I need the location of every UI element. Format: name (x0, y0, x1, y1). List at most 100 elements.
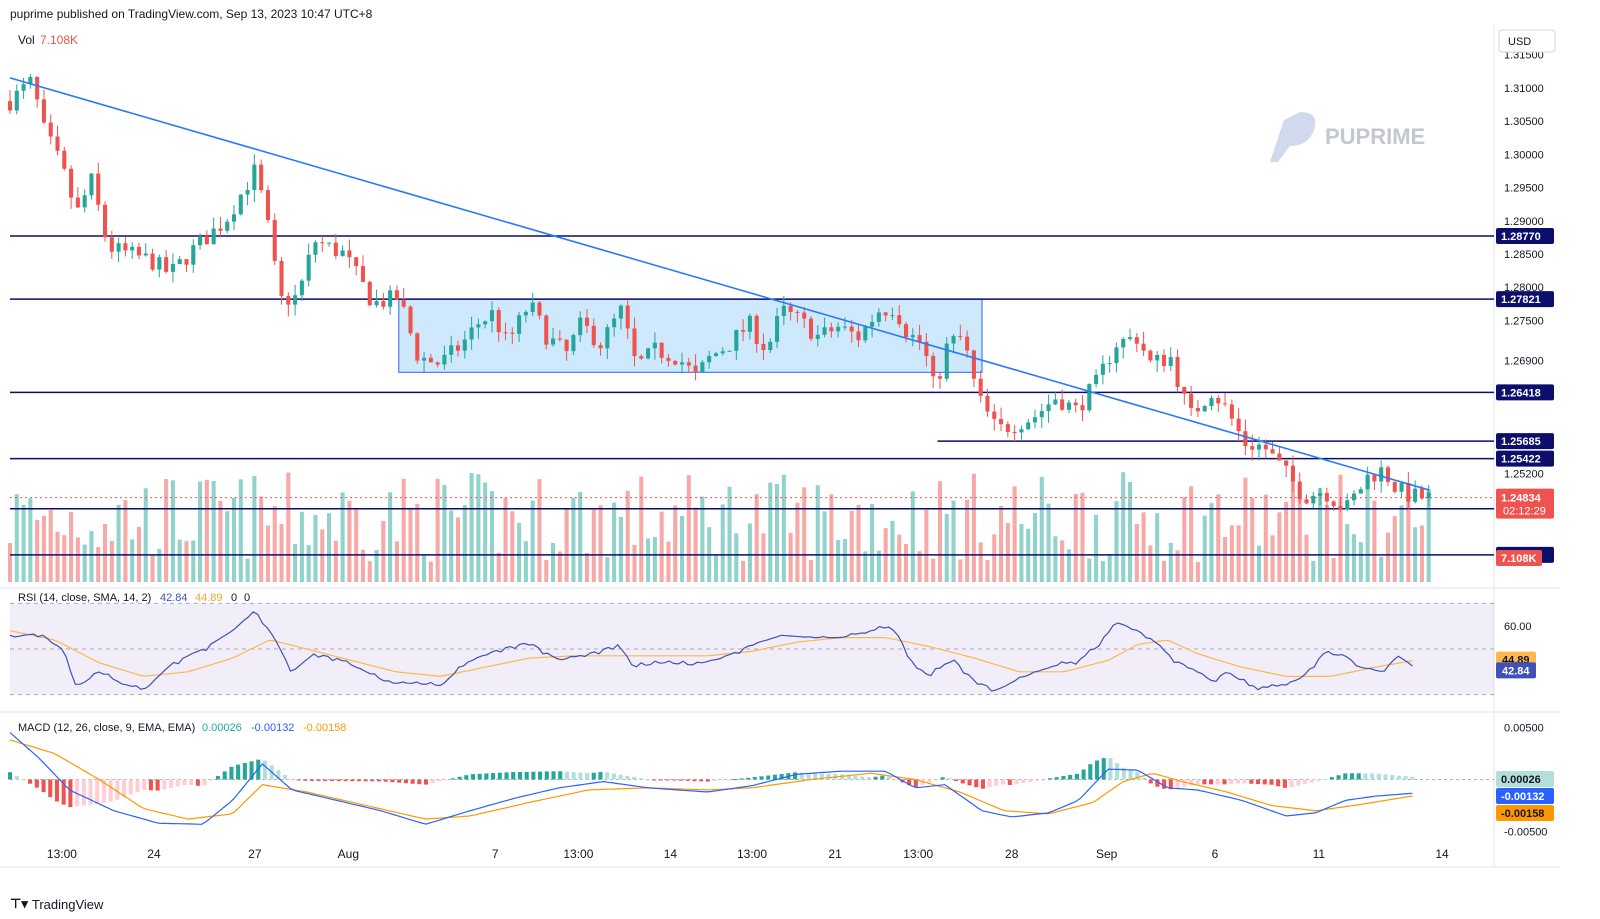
macd-histogram-bar (397, 779, 402, 783)
macd-histogram-bar (1302, 779, 1308, 785)
candle-body (299, 280, 304, 296)
volume-bar (1358, 542, 1363, 582)
volume-bar (1053, 536, 1058, 582)
candle-body (394, 290, 399, 300)
macd-histogram-bar (987, 779, 992, 788)
current-price-badge (1496, 488, 1554, 519)
macd-histogram-bar (725, 779, 731, 781)
volume-bar (130, 539, 135, 582)
candle-body (781, 305, 786, 317)
bar-countdown-label: 02:12:29 (1503, 506, 1546, 518)
consolidation-range-box[interactable] (398, 298, 983, 373)
candle-body (1250, 446, 1255, 450)
macd-histogram-bar (1061, 776, 1066, 780)
candle-body (177, 259, 182, 264)
macd-histogram-bar (363, 779, 368, 782)
volume-bar (1290, 479, 1295, 582)
volume-bar (924, 509, 929, 582)
current-price-label: 1.24834 (1501, 493, 1542, 505)
publisher-line: puprime published on TradingView.com, Se… (10, 7, 373, 21)
volume-bar (462, 505, 467, 582)
volume-bar (1419, 525, 1424, 582)
macd-histogram-bar (289, 779, 294, 781)
macd-histogram-bar (853, 775, 858, 780)
currency-box[interactable] (1498, 29, 1556, 53)
macd-histogram-bar (1034, 779, 1039, 781)
candle-body (1039, 411, 1044, 418)
volume-bar (252, 476, 257, 582)
macd-histogram-bar (209, 779, 214, 781)
macd-histogram-bar (356, 779, 361, 782)
downtrend-line[interactable] (9, 77, 1429, 491)
candle-body (469, 327, 474, 340)
candle-body (89, 173, 94, 196)
volume-bar (1311, 560, 1316, 582)
candle-body (700, 362, 705, 372)
volume-bar (1019, 523, 1024, 582)
macd-histogram-bar (1410, 776, 1415, 780)
volume-bar (897, 534, 902, 582)
macd-histogram-bar (135, 779, 140, 793)
candle-body (279, 260, 284, 296)
macd-histogram-bar (182, 779, 187, 786)
volume-badge (1496, 550, 1542, 566)
candle-body (1297, 481, 1302, 500)
tradingview-logo[interactable]: ⊤▾ TradingView (10, 896, 103, 912)
macd-signal-value: -0.00158 (303, 722, 346, 734)
macd-histogram-bar (886, 776, 892, 780)
macd-histogram-bar (122, 779, 127, 798)
volume-bar (1392, 516, 1397, 582)
volume-bar (768, 482, 773, 582)
volume-bar (218, 500, 223, 582)
candle-body (1277, 453, 1282, 461)
volume-bar (28, 498, 33, 582)
macd-histogram-bar (980, 779, 985, 789)
volume-bar (1270, 535, 1275, 582)
macd-histogram-bar (531, 771, 536, 780)
macd-histogram-bar (383, 779, 388, 782)
volume-bar (605, 557, 610, 582)
candle-body (320, 242, 325, 244)
macd-histogram-bar (1048, 778, 1053, 780)
volume-bar (1243, 477, 1248, 582)
macd-histogram-bar (907, 779, 912, 786)
volume-bar (1168, 542, 1173, 582)
volume-bar (1372, 500, 1377, 582)
macd-histogram-bar (1014, 779, 1019, 785)
candle-body (1223, 403, 1228, 405)
puprime-logo-icon (1270, 112, 1316, 162)
volume-bar (89, 531, 94, 582)
level-price-label: 1.28770 (1501, 231, 1541, 243)
macd-histogram-bar (28, 779, 33, 784)
candle-body (897, 315, 902, 325)
candle-body (849, 326, 854, 332)
macd-histogram-bar (430, 779, 435, 784)
volume-bar (320, 529, 325, 582)
macd-histogram-bar (672, 779, 677, 781)
macd-histogram-bar (819, 773, 824, 780)
volume-bar (408, 507, 413, 582)
volume-bar (1060, 540, 1065, 582)
volume-bar (374, 549, 379, 582)
volume-bar (1087, 558, 1092, 582)
macd-histogram-bar (712, 779, 717, 781)
volume-bar (639, 476, 644, 582)
candle-body (449, 345, 454, 355)
volume-bar (1114, 501, 1119, 582)
macd-histogram-bar (343, 779, 348, 782)
volume-bar (571, 497, 576, 582)
macd-histogram-bar (1235, 779, 1240, 784)
macd-histogram-bar (638, 778, 643, 780)
macd-histogram-bar (169, 779, 174, 788)
volume-bar (965, 499, 970, 582)
macd-histogram-bar (7, 772, 13, 780)
candle-body (1019, 429, 1024, 433)
macd-histogram-bar (806, 773, 811, 780)
macd-histogram-bar (585, 773, 590, 780)
volume-bar (1318, 488, 1323, 582)
macd-histogram-bar (1269, 779, 1274, 785)
macd-histogram-bar (262, 760, 268, 780)
candle-body (265, 190, 270, 220)
volume-bar (822, 511, 827, 582)
